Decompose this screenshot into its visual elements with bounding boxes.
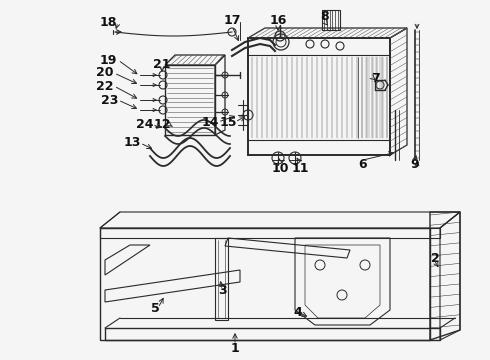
Text: 2: 2 (431, 252, 440, 265)
Text: 22: 22 (96, 80, 114, 93)
Text: 3: 3 (218, 284, 226, 297)
Text: 19: 19 (99, 54, 117, 67)
Text: 9: 9 (411, 158, 419, 171)
Text: 13: 13 (123, 136, 141, 149)
Text: 15: 15 (219, 116, 237, 129)
Text: 8: 8 (320, 9, 329, 22)
Text: 21: 21 (153, 58, 171, 72)
Text: 18: 18 (99, 15, 117, 28)
Text: 10: 10 (271, 162, 289, 175)
Text: 5: 5 (150, 302, 159, 315)
Text: 7: 7 (370, 72, 379, 85)
Text: 14: 14 (201, 116, 219, 129)
Text: 6: 6 (359, 158, 368, 171)
Text: 23: 23 (101, 94, 119, 107)
Text: 11: 11 (291, 162, 309, 175)
Text: 12: 12 (153, 118, 171, 131)
Text: 17: 17 (223, 13, 241, 27)
Text: 4: 4 (294, 306, 302, 319)
Text: 1: 1 (231, 342, 240, 355)
Text: 16: 16 (270, 13, 287, 27)
Text: 24: 24 (136, 118, 154, 131)
Text: 20: 20 (96, 67, 114, 80)
